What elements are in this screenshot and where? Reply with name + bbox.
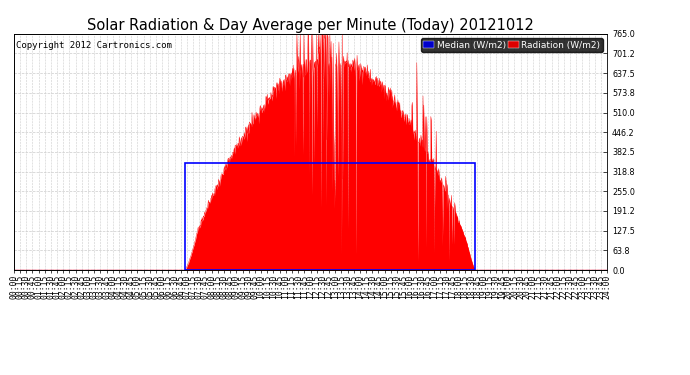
Title: Solar Radiation & Day Average per Minute (Today) 20121012: Solar Radiation & Day Average per Minute…	[87, 18, 534, 33]
Bar	[185, 163, 475, 270]
Text: Copyright 2012 Cartronics.com: Copyright 2012 Cartronics.com	[16, 41, 171, 50]
Legend: Median (W/m2), Radiation (W/m2): Median (W/m2), Radiation (W/m2)	[421, 38, 602, 52]
